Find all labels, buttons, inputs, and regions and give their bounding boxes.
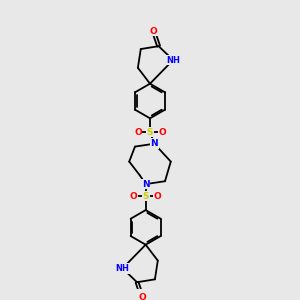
- Text: N: N: [151, 139, 158, 148]
- Text: N: N: [142, 180, 149, 189]
- Text: O: O: [138, 293, 146, 300]
- Text: S: S: [147, 128, 153, 137]
- Text: O: O: [158, 128, 166, 137]
- Text: NH: NH: [116, 264, 130, 273]
- Text: O: O: [134, 128, 142, 137]
- Text: O: O: [150, 27, 157, 36]
- Text: O: O: [154, 192, 162, 201]
- Text: S: S: [142, 192, 149, 201]
- Text: O: O: [130, 192, 137, 201]
- Text: NH: NH: [166, 56, 180, 64]
